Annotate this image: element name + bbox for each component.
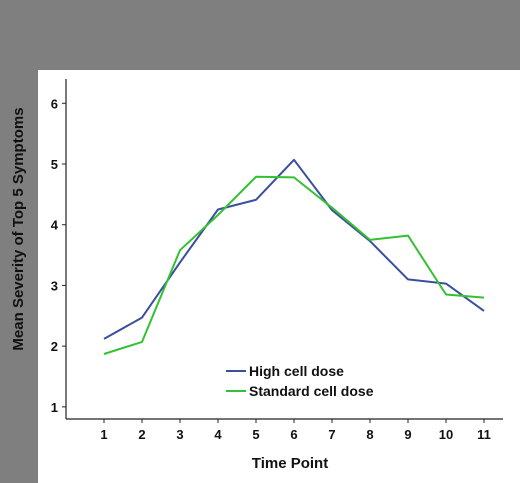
chart-panel bbox=[38, 70, 520, 483]
legend-label: High cell dose bbox=[249, 363, 344, 379]
x-tick-label: 11 bbox=[477, 427, 491, 442]
x-tick-label: 2 bbox=[138, 427, 145, 442]
x-tick-label: 9 bbox=[404, 427, 411, 442]
x-tick-label: 4 bbox=[214, 427, 222, 442]
x-tick-label: 1 bbox=[100, 427, 107, 442]
y-tick-label: 1 bbox=[51, 400, 58, 415]
y-tick-label: 5 bbox=[51, 157, 58, 172]
x-axis-title: Time Point bbox=[252, 455, 328, 472]
x-tick-label: 8 bbox=[366, 427, 373, 442]
x-tick-label: 7 bbox=[328, 427, 335, 442]
x-tick-label: 5 bbox=[252, 427, 259, 442]
x-tick-label: 3 bbox=[176, 427, 183, 442]
x-tick-label: 6 bbox=[290, 427, 297, 442]
y-tick-label: 2 bbox=[51, 339, 58, 354]
legend: High cell dose Standard cell dose bbox=[226, 363, 374, 399]
x-tick-label: 10 bbox=[439, 427, 453, 442]
y-axis: 1 2 3 4 5 6 bbox=[51, 79, 67, 419]
y-tick-label: 3 bbox=[51, 278, 58, 293]
x-axis: 1 2 3 4 5 6 7 8 9 10 11 bbox=[66, 418, 503, 442]
y-tick-label: 4 bbox=[51, 218, 59, 233]
legend-label: Standard cell dose bbox=[249, 383, 374, 399]
y-tick-label: 6 bbox=[51, 96, 58, 111]
y-axis-title: Mean Severity of Top 5 Symptoms bbox=[10, 107, 27, 350]
series-line-standard-cell-dose bbox=[103, 175, 485, 355]
series-layer bbox=[103, 158, 485, 355]
